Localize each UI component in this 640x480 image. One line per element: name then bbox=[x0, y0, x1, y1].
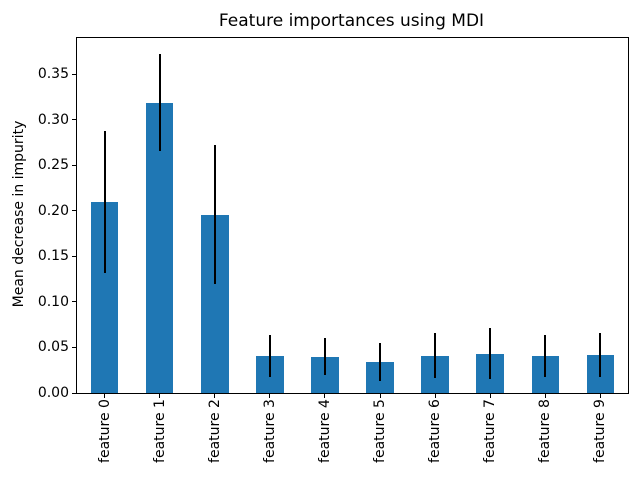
error-bar bbox=[599, 332, 602, 377]
y-tick-mark bbox=[72, 210, 76, 212]
x-tick-label: feature 4 bbox=[316, 399, 333, 463]
y-tick-mark bbox=[72, 301, 76, 303]
error-bar bbox=[323, 338, 326, 375]
error-bar bbox=[213, 145, 216, 284]
x-tick-label: feature 2 bbox=[206, 399, 223, 463]
x-tick-mark bbox=[544, 394, 546, 398]
y-tick-label: 0.05 bbox=[37, 339, 69, 356]
x-tick-label: feature 8 bbox=[537, 399, 554, 463]
chart-title: Feature importances using MDI bbox=[218, 11, 485, 31]
x-tick-mark bbox=[324, 394, 326, 398]
x-tick-label: feature 0 bbox=[96, 399, 113, 463]
x-tick-mark bbox=[434, 394, 436, 398]
y-tick-label: 0.15 bbox=[37, 248, 69, 265]
bar bbox=[145, 102, 174, 393]
y-tick-label: 0.00 bbox=[37, 385, 69, 401]
x-tick-mark bbox=[599, 394, 601, 398]
x-tick-label: feature 7 bbox=[482, 399, 499, 463]
y-tick-mark bbox=[72, 119, 76, 121]
y-tick-label: 0.30 bbox=[37, 111, 69, 128]
x-tick-label: feature 3 bbox=[261, 399, 278, 463]
x-tick-mark bbox=[379, 394, 381, 398]
y-tick-mark bbox=[72, 346, 76, 348]
error-bar bbox=[158, 54, 161, 151]
error-bar bbox=[103, 130, 106, 273]
y-tick-label: 0.25 bbox=[37, 157, 69, 174]
x-tick-mark bbox=[489, 394, 491, 398]
y-tick-mark bbox=[72, 164, 76, 166]
x-tick-label: feature 6 bbox=[427, 399, 444, 463]
error-bar bbox=[379, 342, 382, 382]
y-tick-label: 0.10 bbox=[37, 293, 69, 310]
y-tick-mark bbox=[72, 255, 76, 257]
error-bar bbox=[434, 332, 437, 379]
y-tick-mark bbox=[72, 392, 76, 394]
x-tick-mark bbox=[159, 394, 161, 398]
error-bar bbox=[544, 334, 547, 377]
y-tick-label: 0.35 bbox=[37, 66, 69, 83]
x-tick-mark bbox=[269, 394, 271, 398]
x-tick-mark bbox=[214, 394, 216, 398]
error-bar bbox=[489, 328, 492, 380]
x-tick-mark bbox=[104, 394, 106, 398]
plot-area: 0.00 0.05 0.10 0.15 0.20 0.25 0.30 0.35 feature … bbox=[38, 37, 629, 463]
x-tick-label: feature 5 bbox=[372, 399, 389, 463]
x-tick-label: feature 1 bbox=[151, 399, 168, 463]
y-tick-mark bbox=[72, 73, 76, 75]
x-tick-label: feature 9 bbox=[592, 399, 609, 463]
error-bar bbox=[268, 334, 271, 377]
y-tick-label: 0.20 bbox=[37, 202, 69, 219]
